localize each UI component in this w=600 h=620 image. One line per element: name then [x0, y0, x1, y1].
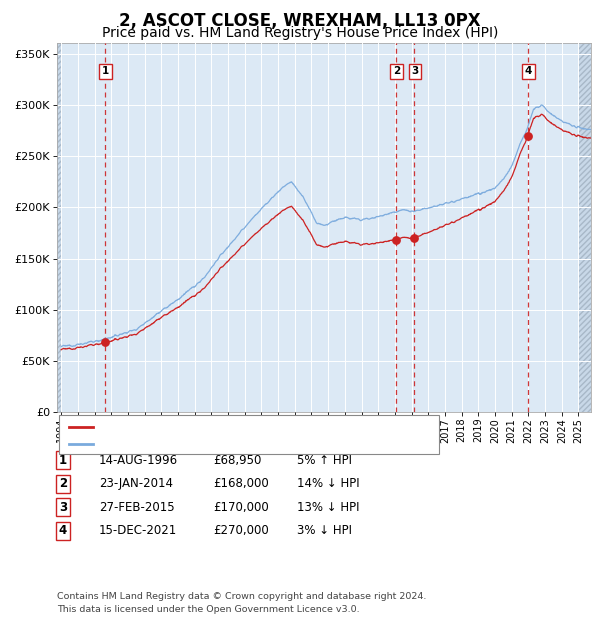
Text: 2, ASCOT CLOSE, WREXHAM, LL13 0PX (detached house): 2, ASCOT CLOSE, WREXHAM, LL13 0PX (detac…	[99, 422, 418, 432]
Text: 2, ASCOT CLOSE, WREXHAM, LL13 0PX: 2, ASCOT CLOSE, WREXHAM, LL13 0PX	[119, 12, 481, 30]
Text: Contains HM Land Registry data © Crown copyright and database right 2024.
This d: Contains HM Land Registry data © Crown c…	[57, 592, 427, 614]
Text: 2: 2	[59, 477, 67, 490]
Text: 1: 1	[102, 66, 109, 76]
Bar	[57, 43, 61, 412]
Text: 23-JAN-2014: 23-JAN-2014	[99, 477, 173, 490]
Text: 1: 1	[59, 454, 67, 466]
Text: 4: 4	[524, 66, 532, 76]
Text: £168,000: £168,000	[213, 477, 269, 490]
Point	[523, 131, 532, 141]
Text: 3: 3	[411, 66, 418, 76]
Text: 27-FEB-2015: 27-FEB-2015	[99, 501, 175, 513]
Text: Price paid vs. HM Land Registry's House Price Index (HPI): Price paid vs. HM Land Registry's House …	[102, 26, 498, 40]
Bar	[578, 43, 591, 412]
Text: 14-AUG-1996: 14-AUG-1996	[99, 454, 178, 466]
Text: 2: 2	[393, 66, 400, 76]
Text: 3: 3	[59, 501, 67, 513]
Text: £270,000: £270,000	[213, 525, 269, 537]
Text: 15-DEC-2021: 15-DEC-2021	[99, 525, 177, 537]
Text: HPI: Average price, detached house, Wrexham: HPI: Average price, detached house, Wrex…	[99, 438, 358, 449]
Text: 5% ↑ HPI: 5% ↑ HPI	[297, 454, 352, 466]
Point	[391, 235, 401, 245]
Text: £170,000: £170,000	[213, 501, 269, 513]
Bar	[578, 43, 591, 412]
Text: 4: 4	[59, 525, 67, 537]
Text: £68,950: £68,950	[213, 454, 262, 466]
Text: 14% ↓ HPI: 14% ↓ HPI	[297, 477, 359, 490]
Text: 3% ↓ HPI: 3% ↓ HPI	[297, 525, 352, 537]
Bar	[57, 43, 61, 412]
Point	[409, 233, 419, 243]
Point	[100, 337, 110, 347]
Text: 13% ↓ HPI: 13% ↓ HPI	[297, 501, 359, 513]
